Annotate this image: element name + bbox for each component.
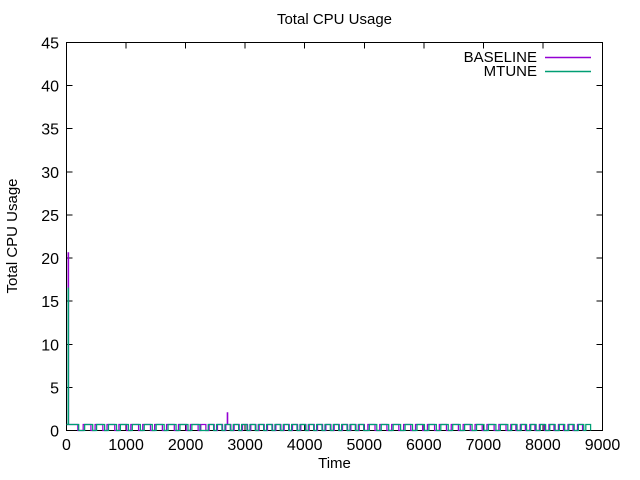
- x-tick-label: 9000: [585, 437, 621, 454]
- x-tick-label: 6000: [406, 437, 442, 454]
- series-lines: [66, 252, 592, 432]
- x-tick-label: 3000: [227, 437, 263, 454]
- y-tick-label: 40: [41, 79, 59, 96]
- x-tick-label: 2000: [168, 437, 204, 454]
- y-tick-label: 30: [41, 165, 59, 182]
- x-tick-label: 5000: [346, 437, 382, 454]
- legend-entry-mtune: MTUNE: [484, 63, 591, 80]
- x-axis-label: Time: [318, 455, 351, 472]
- y-tick-label: 10: [41, 337, 59, 354]
- y-tick-label: 45: [41, 36, 59, 53]
- y-tick-label: 35: [41, 122, 59, 139]
- y-tick-label: 20: [41, 251, 59, 268]
- x-tick-label: 8000: [525, 437, 561, 454]
- y-tick-label: 0: [50, 424, 59, 441]
- y-tick-label: 15: [41, 294, 59, 311]
- series-line-mtune: [66, 287, 592, 432]
- y-tick-label: 5: [50, 380, 59, 397]
- y-axis-label: Total CPU Usage: [4, 178, 21, 293]
- x-tick-label: 4000: [287, 437, 323, 454]
- chart-title: Total CPU Usage: [277, 11, 392, 28]
- x-tick-label: 7000: [466, 437, 502, 454]
- legend-label-baseline: BASELINE: [464, 49, 537, 66]
- axis-tick-labels: 0 1000 2000 3000 4000 5000 6000 7000 8000 9000 0 5 1…: [41, 36, 620, 455]
- legend-entry-baseline: BASELINE: [464, 49, 591, 66]
- x-tick-label: 1000: [108, 437, 144, 454]
- x-tick-label: 0: [62, 437, 71, 454]
- legend-label-mtune: MTUNE: [484, 63, 537, 80]
- y-tick-label: 25: [41, 208, 59, 225]
